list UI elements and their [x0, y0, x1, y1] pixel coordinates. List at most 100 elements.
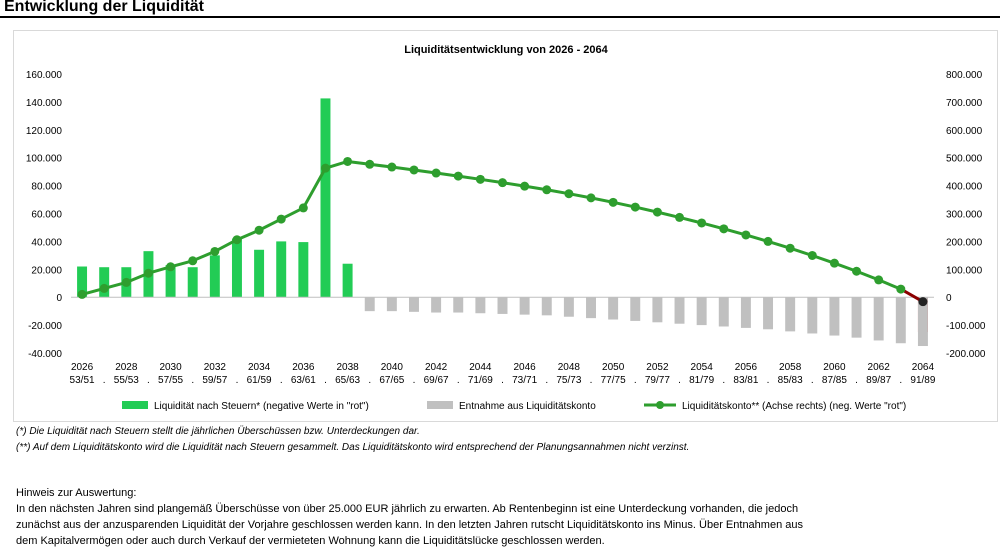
- x-tick-year: 2038: [336, 362, 359, 373]
- withdrawal-bar: [740, 297, 751, 328]
- account-point: [763, 236, 773, 246]
- withdrawal-bar: [386, 297, 397, 312]
- liquidity-chart: Liquiditätsentwicklung von 2026 - 2064 -4…: [26, 44, 986, 412]
- y-right-tick-label: 800.000: [946, 70, 983, 81]
- liquidity-bar: [254, 249, 265, 298]
- footnotes: (*) Die Liquidität nach Steuern stellt d…: [16, 424, 689, 456]
- x-tick-ages: .: [634, 375, 637, 386]
- account-point: [564, 189, 574, 199]
- hint-line: dem Kapitalvermögen oder auch durch Verk…: [16, 535, 605, 547]
- x-tick-ages: 81/79: [689, 375, 714, 386]
- x-tick-year: 2042: [425, 362, 448, 373]
- x-tick-year: 2064: [912, 362, 935, 373]
- chart-frame: Liquiditätsentwicklung von 2026 - 2064 -4…: [13, 30, 998, 422]
- withdrawal-bar: [453, 297, 464, 313]
- account-point: [453, 171, 463, 181]
- x-tick-ages: 67/65: [379, 375, 404, 386]
- x-tick-year: 2046: [514, 362, 537, 373]
- withdrawal-bar: [475, 297, 486, 314]
- account-point: [608, 197, 618, 207]
- x-tick-ages: .: [413, 375, 416, 386]
- x-tick-year: 2052: [646, 362, 669, 373]
- x-tick-year: 2060: [823, 362, 846, 373]
- account-point: [254, 225, 264, 235]
- x-tick-ages: 79/77: [645, 375, 670, 386]
- footnote-1: (*) Die Liquidität nach Steuern stellt d…: [16, 426, 420, 437]
- x-tick-year: 2026: [71, 362, 94, 373]
- page-title: Entwicklung der Liquidität: [4, 0, 204, 15]
- x-tick-year: 2050: [602, 362, 625, 373]
- y-left-tick-label: 160.000: [26, 70, 63, 81]
- y-right-tick-label: 300.000: [946, 210, 983, 221]
- withdrawal-bar: [608, 297, 619, 320]
- account-point: [675, 212, 685, 222]
- withdrawal-bar: [718, 297, 729, 327]
- y-right-tick-label: 700.000: [946, 98, 983, 109]
- withdrawal-bar: [829, 297, 840, 336]
- x-tick-ages: 69/67: [424, 375, 449, 386]
- liquidity-bar: [298, 242, 309, 298]
- liquidity-bar: [209, 255, 220, 298]
- withdrawal-bar: [519, 297, 530, 315]
- x-tick-ages: .: [368, 375, 371, 386]
- y-right-tick-label: 500.000: [946, 154, 983, 165]
- account-point: [298, 203, 308, 213]
- account-point: [785, 243, 795, 253]
- withdrawal-bar: [696, 297, 707, 326]
- x-tick-year: 2048: [558, 362, 581, 373]
- account-point: [874, 275, 884, 285]
- y-left-tick-label: -20.000: [28, 321, 62, 332]
- x-tick-ages: .: [722, 375, 725, 386]
- account-point: [409, 165, 419, 175]
- account-point: [210, 246, 220, 256]
- x-tick-ages: 77/75: [601, 375, 626, 386]
- x-tick-ages: .: [147, 375, 150, 386]
- account-point: [697, 218, 707, 228]
- liquidity-bar: [276, 241, 287, 298]
- account-point: [166, 262, 176, 272]
- y-left-tick-label: 40.000: [31, 237, 62, 248]
- evaluation-hint: Hinweis zur Auswertung: In den nächsten …: [16, 485, 996, 549]
- account-point: [276, 214, 286, 224]
- withdrawal-bar: [541, 297, 552, 316]
- liquidity-bar: [320, 98, 331, 298]
- x-tick-ages: .: [590, 375, 593, 386]
- x-tick-ages: .: [767, 375, 770, 386]
- x-tick-year: 2032: [204, 362, 227, 373]
- account-point: [431, 168, 441, 178]
- liquidity-bar: [231, 238, 242, 298]
- withdrawal-bar: [586, 297, 596, 319]
- x-tick-year: 2062: [868, 362, 891, 373]
- account-point: [320, 163, 330, 173]
- account-point: [498, 178, 507, 188]
- y-left-tick-label: 120.000: [26, 126, 63, 137]
- x-tick-year: 2044: [469, 362, 492, 373]
- x-tick-ages: 65/63: [335, 375, 360, 386]
- account-point: [896, 284, 906, 294]
- withdrawal-bar: [674, 297, 685, 324]
- account-point: [630, 202, 640, 212]
- withdrawal-bar: [364, 297, 375, 312]
- account-point: [232, 235, 242, 245]
- y-right-tick-label: -100.000: [946, 321, 986, 332]
- x-tick-ages: .: [191, 375, 194, 386]
- x-tick-ages: 71/69: [468, 375, 493, 386]
- account-point: [829, 258, 839, 268]
- account-point: [475, 174, 485, 184]
- x-tick-ages: .: [678, 375, 681, 386]
- account-point: [586, 193, 596, 203]
- x-tick-ages: 91/89: [910, 375, 935, 386]
- x-tick-ages: .: [457, 375, 460, 386]
- legend-label-withdrawal: Entnahme aus Liquiditätskonto: [459, 401, 596, 412]
- account-point: [741, 230, 751, 240]
- account-point: [188, 256, 198, 266]
- withdrawal-bar: [409, 297, 419, 312]
- y-right-tick-label: 200.000: [946, 237, 983, 248]
- hint-line: In den nächsten Jahren sind plangemäß Üb…: [16, 503, 799, 515]
- liquidity-bar: [342, 263, 353, 298]
- account-point: [343, 156, 353, 166]
- withdrawal-bar: [917, 297, 928, 347]
- x-tick-ages: 85/83: [778, 375, 803, 386]
- y-left-tick-label: -40.000: [28, 349, 62, 360]
- account-point: [99, 283, 109, 293]
